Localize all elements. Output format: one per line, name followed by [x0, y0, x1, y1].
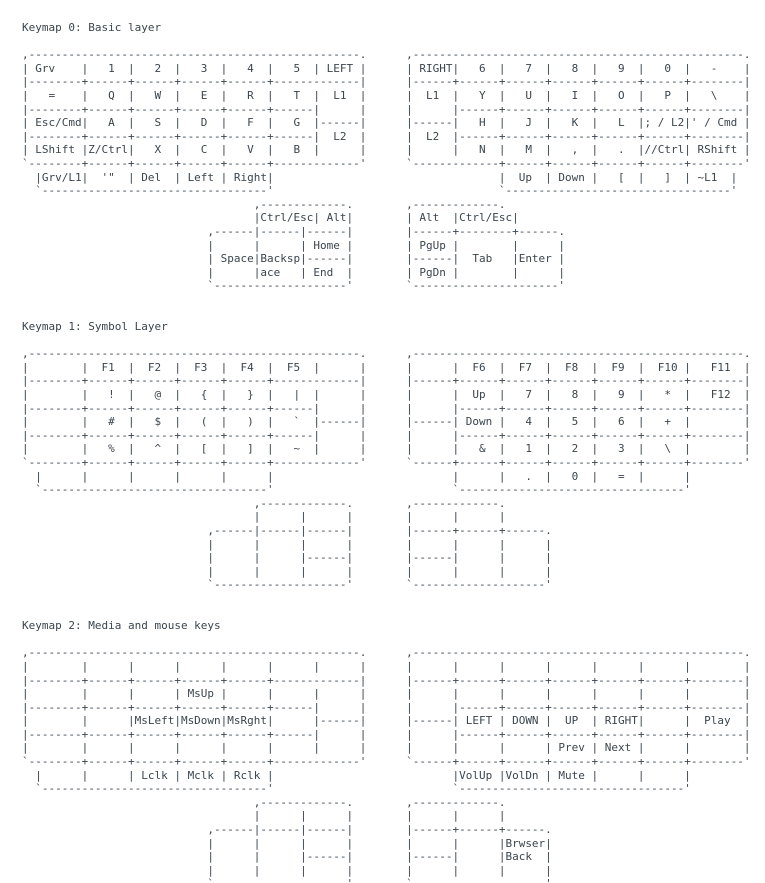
- keymap-0-title: Keymap 0: Basic layer: [22, 21, 162, 34]
- keymap-1-section: Keymap 1: Symbol Layer ,----------------…: [22, 320, 765, 592]
- keymap-1-title: Keymap 1: Symbol Layer: [22, 320, 168, 334]
- keymap-2-section: Keymap 2: Media and mouse keys ,--------…: [22, 619, 765, 883]
- keymap-0-section: Keymap 0: Basic layer ,-----------------…: [22, 21, 765, 293]
- keymap-2-ascii-diagram: ,---------------------------------------…: [22, 646, 751, 883]
- keymap-2-title: Keymap 2: Media and mouse keys: [22, 619, 221, 633]
- keymap-1-ascii-diagram: ,---------------------------------------…: [22, 347, 751, 592]
- keymap-0-ascii-diagram: ,---------------------------------------…: [22, 48, 751, 293]
